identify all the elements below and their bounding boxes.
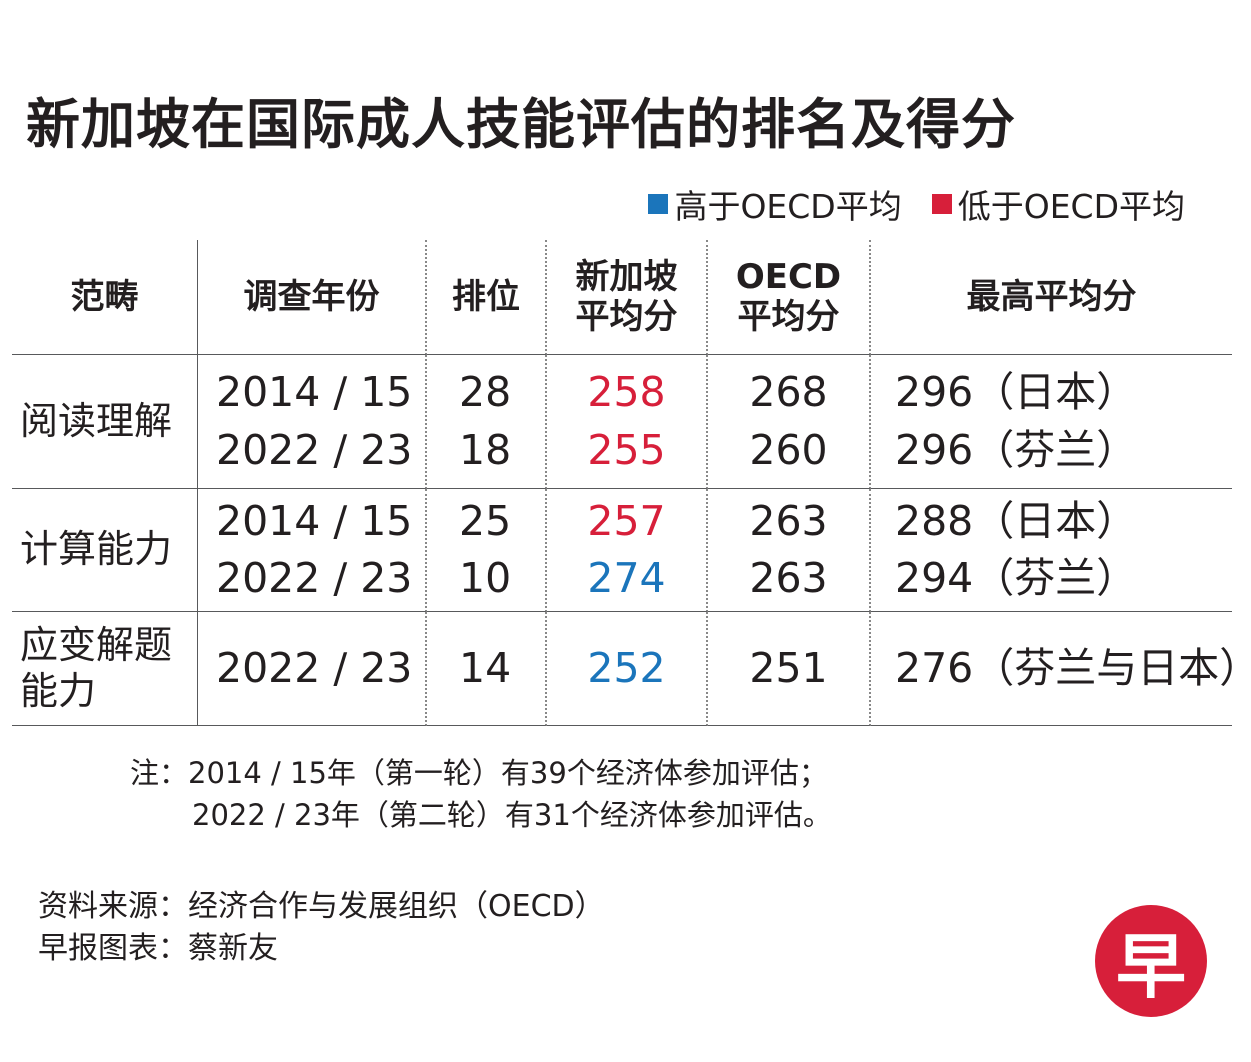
year-value: 2022 / 23 <box>216 554 413 602</box>
oecd-score: 263 <box>749 496 828 545</box>
sg-score-below: 257 <box>587 496 666 545</box>
problem-solving-oecd-scores: 251 <box>708 612 871 726</box>
legend-above-swatch <box>648 194 669 214</box>
reading-ranks: 28 18 <box>427 355 547 489</box>
page-title: 新加坡在国际成人技能评估的排名及得分 <box>26 93 1016 156</box>
oecd-score: 268 <box>749 368 828 417</box>
category-numeracy-label: 计算能力 <box>20 527 173 572</box>
numeracy-years: 2014 / 15 2022 / 23 <box>198 489 427 612</box>
category-problem-solving-line2: 能力 <box>20 668 97 713</box>
header-oecd-avg: OECD 平均分 <box>708 240 871 355</box>
category-problem-solving: 应变解题 能力 <box>12 612 198 726</box>
category-reading: 阅读理解 <box>12 355 198 489</box>
category-reading-label: 阅读理解 <box>20 398 173 443</box>
oecd-score: 260 <box>749 425 828 474</box>
year-value: 2022 / 23 <box>216 643 413 692</box>
top-score: 296（芬兰） <box>895 425 1138 474</box>
rank-value: 10 <box>459 554 512 602</box>
source-credits: 资料来源：经济合作与发展组织（OECD） 早报图表：蔡新友 <box>38 886 605 970</box>
sg-score-above: 252 <box>587 643 666 692</box>
footnote-line2: 2022 / 23年（第二轮）有31个经济体参加评估。 <box>192 798 832 832</box>
problem-solving-top-scores: 276（芬兰与日本） <box>871 612 1251 726</box>
numeracy-top-scores: 288（日本） 294（芬兰） <box>871 489 1232 612</box>
year-value: 2022 / 23 <box>216 425 413 474</box>
header-rank: 排位 <box>427 240 547 355</box>
reading-oecd-scores: 268 260 <box>708 355 871 489</box>
rank-value: 25 <box>459 496 512 545</box>
rank-value: 28 <box>459 368 512 417</box>
header-oecd-avg-line2: 平均分 <box>737 297 840 337</box>
header-sg-avg: 新加坡 平均分 <box>547 240 708 355</box>
top-score: 288（日本） <box>895 496 1138 545</box>
header-sg-avg-line2: 平均分 <box>575 297 678 337</box>
footnote: 注：2014 / 15年（第一轮）有39个经济体参加评估； 2022 / 23年… <box>130 752 832 836</box>
reading-top-scores: 296（日本） 296（芬兰） <box>871 355 1232 489</box>
year-value: 2014 / 15 <box>216 368 413 417</box>
header-category: 范畴 <box>12 240 198 355</box>
oecd-score: 251 <box>749 643 828 692</box>
problem-solving-ranks: 14 <box>427 612 547 726</box>
category-problem-solving-line1: 应变解题 <box>20 622 173 667</box>
problem-solving-sg-scores: 252 <box>547 612 708 726</box>
legend-below: 低于OECD平均 <box>931 180 1185 228</box>
score-table: 范畴 调查年份 排位 新加坡 平均分 OECD 平均分 最高平均分 阅读理解 2… <box>12 240 1251 726</box>
numeracy-ranks: 25 10 <box>427 489 547 612</box>
footnote-line1: 注：2014 / 15年（第一轮）有39个经济体参加评估； <box>130 756 828 790</box>
credit-line: 早报图表：蔡新友 <box>38 931 278 966</box>
header-oecd-avg-line1: OECD <box>735 256 842 297</box>
top-score: 276（芬兰与日本） <box>895 643 1251 692</box>
numeracy-sg-scores: 257 274 <box>547 489 708 612</box>
category-numeracy: 计算能力 <box>12 489 198 612</box>
legend-above: 高于OECD平均 <box>648 180 902 228</box>
legend-above-label: 高于OECD平均 <box>674 187 902 226</box>
top-score: 296（日本） <box>895 368 1138 417</box>
reading-years: 2014 / 15 2022 / 23 <box>198 355 427 489</box>
rank-value: 14 <box>459 643 512 692</box>
problem-solving-years: 2022 / 23 <box>198 612 427 726</box>
source-line: 资料来源：经济合作与发展组织（OECD） <box>38 889 605 924</box>
year-value: 2014 / 15 <box>216 496 413 545</box>
sg-score-above: 274 <box>587 554 666 602</box>
sg-score-below: 255 <box>587 425 666 474</box>
sg-score-below: 258 <box>587 368 666 417</box>
zaobao-logo: 早 <box>1095 905 1207 1017</box>
legend: 高于OECD平均 低于OECD平均 <box>648 180 1185 228</box>
header-top-avg: 最高平均分 <box>871 240 1232 355</box>
top-score: 294（芬兰） <box>895 554 1138 602</box>
reading-sg-scores: 258 255 <box>547 355 708 489</box>
legend-below-swatch <box>931 194 952 214</box>
header-sg-avg-line1: 新加坡 <box>575 256 678 297</box>
rank-value: 18 <box>459 425 512 474</box>
legend-below-label: 低于OECD平均 <box>957 187 1185 226</box>
oecd-score: 263 <box>749 554 828 602</box>
header-year: 调查年份 <box>198 240 427 355</box>
numeracy-oecd-scores: 263 263 <box>708 489 871 612</box>
